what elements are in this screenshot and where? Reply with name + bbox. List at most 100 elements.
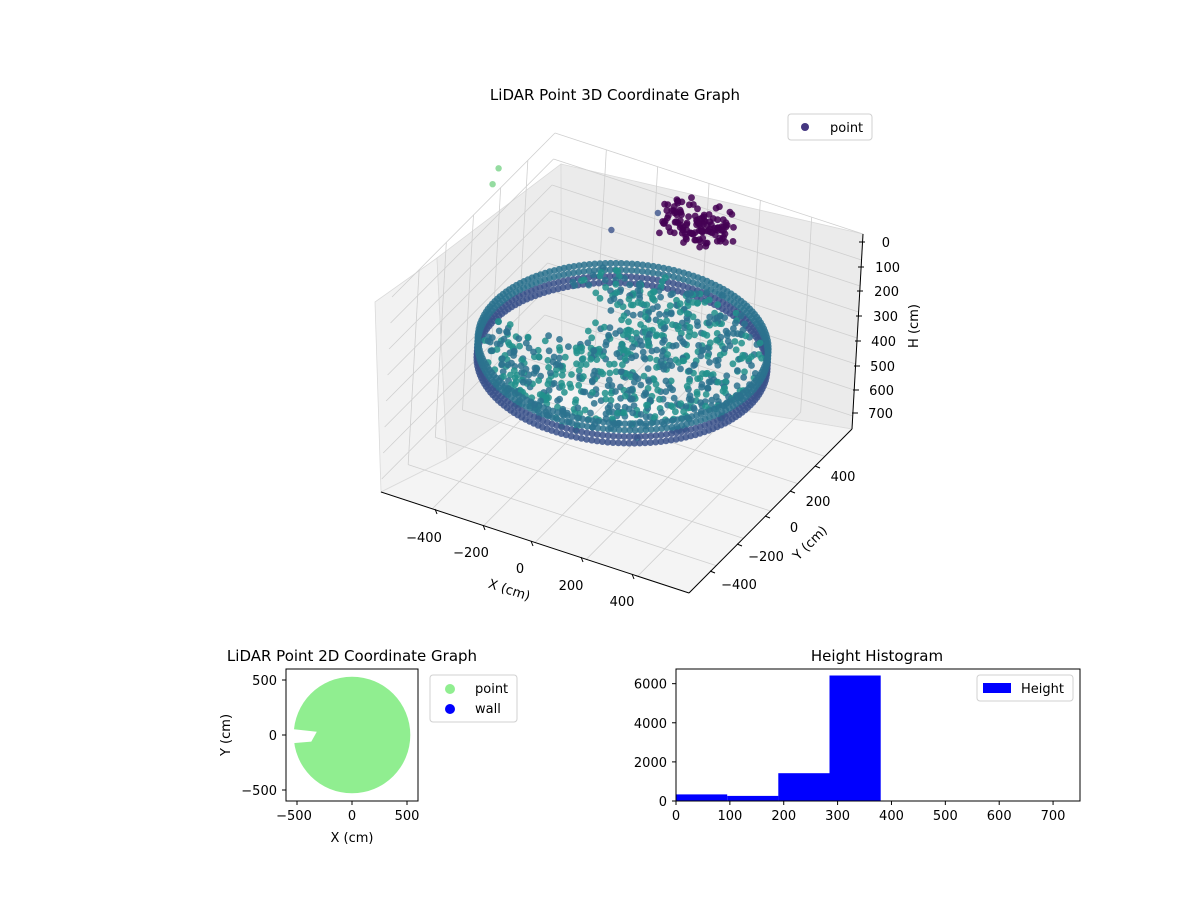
legend-label-point: point <box>830 121 863 136</box>
scatter-point-3d <box>535 353 543 361</box>
scatter-point-3d <box>580 276 588 284</box>
notch <box>286 728 317 744</box>
scatter-point-3d <box>730 224 737 231</box>
scatter-point-3d <box>541 337 549 345</box>
y-axis-line <box>688 428 853 594</box>
scatter-point-3d <box>631 426 639 434</box>
scatter-point-3d <box>586 261 593 268</box>
y-tick-label: 500 <box>252 674 277 689</box>
x-tick-label: 600 <box>987 809 1012 824</box>
scatter-point-3d <box>667 309 675 317</box>
x-tick-label: 500 <box>933 809 958 824</box>
scatter-point-3d <box>702 391 710 398</box>
scatter-point-3d <box>498 355 506 362</box>
scatter-point-3d <box>657 293 664 301</box>
scatter-point-3d <box>667 291 675 299</box>
z-tick-label: 0 <box>882 236 890 251</box>
x-tick-label: −500 <box>276 809 312 824</box>
scatter-point-3d <box>570 263 578 270</box>
scatter-point-3d <box>637 411 645 418</box>
x-tick-label: 200 <box>771 809 796 824</box>
scatter-point-3d <box>644 262 652 269</box>
chart-2d: LiDAR Point 2D Coordinate Graph −500 0 5… <box>219 647 518 846</box>
scatter-point-3d <box>656 310 663 318</box>
scatter-point-3d <box>571 399 579 406</box>
scatter-point-3d <box>606 360 613 368</box>
scatter-point-3d <box>632 420 639 428</box>
x-tick-label: 700 <box>1041 809 1066 824</box>
scatter-point-3d <box>657 438 665 445</box>
scatter-point-3d <box>561 389 568 396</box>
scatter-point-3d <box>650 288 658 296</box>
scatter-point-3d <box>608 226 615 234</box>
scatter-point-3d <box>680 239 687 246</box>
scatter-point-3d <box>668 430 675 437</box>
y-tick-label: 0 <box>269 729 277 744</box>
scatter-point-3d <box>705 319 713 327</box>
scatter-point-3d <box>604 432 612 440</box>
scatter-point-3d <box>621 355 629 363</box>
scatter-point-3d <box>666 302 674 310</box>
scatter-point-3d <box>654 209 662 217</box>
scatter-point-3d <box>547 369 554 377</box>
scatter-point-3d <box>581 388 589 396</box>
scatter-point-3d <box>545 347 553 355</box>
scatter-point-3d <box>582 361 590 368</box>
scatter-point-3d <box>583 423 591 430</box>
scatter-point-3d <box>620 439 628 447</box>
scatter-point-3d <box>595 279 603 287</box>
scatter-point-3d <box>599 431 607 439</box>
scatter-point-3d <box>584 339 592 347</box>
scatter-point-3d <box>607 259 614 267</box>
scatter-point-3d <box>728 211 736 218</box>
scatter-point-3d <box>631 439 638 447</box>
scatter-point-3d <box>579 355 587 362</box>
scatter-point-3d <box>678 211 685 219</box>
scatter-point-3d <box>610 432 617 440</box>
scatter-point-3d <box>662 388 670 395</box>
scatter-point-3d <box>669 321 676 328</box>
y-tick-label: −400 <box>721 578 757 593</box>
y-tick-label: −500 <box>241 784 277 799</box>
z-tick-label: 200 <box>874 285 899 300</box>
scatter-point-3d <box>535 377 543 384</box>
scatter-point-3d <box>574 404 582 412</box>
scatter-point-3d <box>738 339 745 347</box>
scatter-point-3d <box>685 332 693 340</box>
scatter-point-3d <box>694 375 701 383</box>
scatter-point-3d <box>714 301 722 308</box>
point-region <box>293 676 411 794</box>
scatter-point-3d <box>697 399 704 406</box>
scatter-point-3d <box>706 359 713 366</box>
scatter-point-3d <box>627 327 635 335</box>
scatter-point-3d <box>632 373 640 381</box>
scatter-point-3d <box>589 423 596 431</box>
z-tick-label: 600 <box>869 384 894 399</box>
scatter-point-3d <box>622 266 630 274</box>
scatter-point-3d <box>599 370 607 378</box>
legend-2d: point wall <box>429 674 518 723</box>
scatter-point-3d <box>627 273 635 281</box>
x-tick-label: 0 <box>672 809 680 824</box>
scatter-point-3d <box>615 433 623 440</box>
scatter-point-3d <box>625 439 633 447</box>
scatter-point-3d <box>515 335 523 342</box>
scatter-point-3d <box>699 227 707 235</box>
scatter-point-3d <box>618 340 626 348</box>
scatter-point-3d <box>585 281 593 289</box>
legend-label-point: point <box>475 682 508 697</box>
scatter-point-3d <box>685 367 693 375</box>
scatter-point-3d <box>606 369 614 377</box>
scatter-point-3d <box>636 433 644 440</box>
chart-3d: LiDAR Point 3D Coordinate Graph −400 −20… <box>374 86 922 610</box>
scatter-point-3d <box>612 280 620 288</box>
scatter-point-3d <box>556 346 564 354</box>
scatter-point-3d <box>605 331 612 339</box>
scatter-point-3d <box>667 436 675 444</box>
scatter-point-3d <box>683 382 691 390</box>
z-ticks-3d: 0 100 200 300 400 500 600 700 <box>868 236 900 422</box>
scatter-point-3d <box>662 311 670 319</box>
scatter-point-3d <box>617 260 625 267</box>
scatter-point-3d <box>561 353 569 361</box>
scatter-point-3d <box>639 348 647 356</box>
